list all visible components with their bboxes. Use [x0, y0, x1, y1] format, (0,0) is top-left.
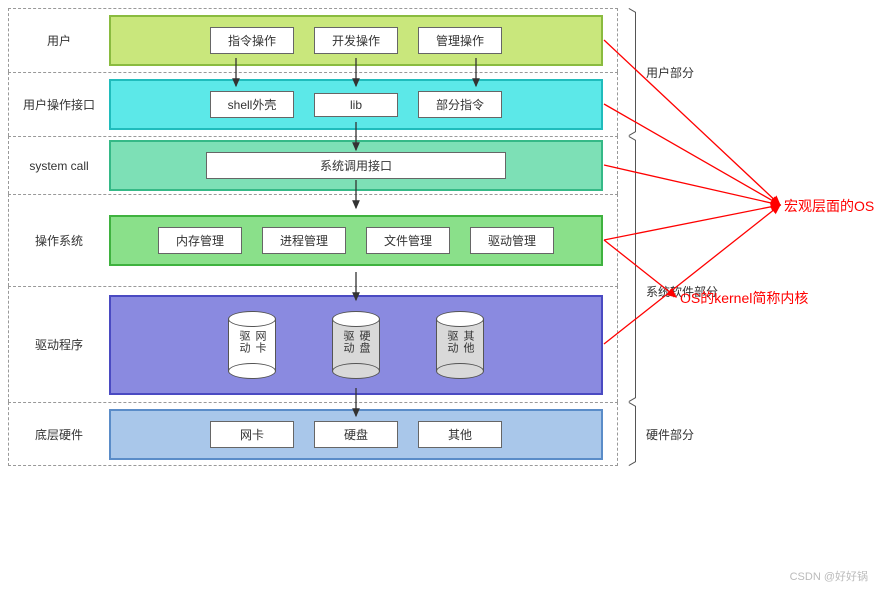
sub-box: 网卡 — [210, 421, 294, 448]
section-label-2: 硬件部分 — [646, 426, 694, 443]
sub-box: 指令操作 — [210, 27, 294, 54]
row-os: 操作系统内存管理进程管理文件管理驱动管理 — [8, 194, 618, 286]
annotation-macro-os: 宏观层面的OS — [784, 196, 874, 216]
row-hw: 底层硬件网卡硬盘其他 — [8, 402, 618, 466]
row-label-hw: 底层硬件 — [9, 426, 109, 443]
layer-box-os: 内存管理进程管理文件管理驱动管理 — [109, 215, 603, 266]
layer-box-syscall: 系统调用接口 — [109, 140, 603, 191]
cylinder-label: 网卡驱动 — [236, 330, 268, 363]
row-user: 用户指令操作开发操作管理操作 — [8, 8, 618, 72]
sub-box: 开发操作 — [314, 27, 398, 54]
row-userif: 用户操作接口 shell外壳 lib 部分指令 — [8, 72, 618, 136]
sub-box: 系统调用接口 — [206, 152, 506, 179]
sub-box: 硬盘 — [314, 421, 398, 448]
sub-box: 文件管理 — [366, 227, 450, 254]
row-label-os: 操作系统 — [9, 232, 109, 249]
row-label-syscall: system call — [9, 159, 109, 173]
cylinder-label: 其他驱动 — [444, 330, 476, 363]
row-syscall: system call 系统调用接口 — [8, 136, 618, 194]
layer-box-user: 指令操作开发操作管理操作 — [109, 15, 603, 66]
sub-box: 管理操作 — [418, 27, 502, 54]
sub-box: 驱动管理 — [470, 227, 554, 254]
layer-box-driver: 网卡驱动 硬盘驱动 其他驱动 — [109, 295, 603, 395]
row-label-userif: 用户操作接口 — [9, 96, 109, 113]
bracket-0 — [628, 12, 636, 132]
sub-box: 进程管理 — [262, 227, 346, 254]
sub-box: shell外壳 — [210, 91, 294, 118]
layer-diagram: 用户指令操作开发操作管理操作用户操作接口shell外壳lib部分指令system… — [8, 8, 618, 466]
section-label-0: 用户部分 — [646, 64, 694, 81]
cylinder-driver-2: 其他驱动 — [436, 311, 484, 379]
layer-box-hw: 网卡硬盘其他 — [109, 409, 603, 460]
cylinder-driver-0: 网卡驱动 — [228, 311, 276, 379]
layer-box-userif: shell外壳 lib 部分指令 — [109, 79, 603, 130]
cylinder-driver-1: 硬盘驱动 — [332, 311, 380, 379]
bracket-2 — [628, 406, 636, 462]
sub-box: 内存管理 — [158, 227, 242, 254]
row-label-user: 用户 — [9, 32, 109, 49]
row-driver: 驱动程序 网卡驱动 硬盘驱动 其他驱动 — [8, 286, 618, 402]
cylinder-label: 硬盘驱动 — [340, 330, 372, 363]
bracket-1 — [628, 140, 636, 398]
sub-box: lib — [314, 93, 398, 117]
watermark: CSDN @好好锅 — [790, 568, 868, 584]
annotation-kernel: OS的kernel简称内核 — [680, 288, 808, 308]
sub-box: 部分指令 — [418, 91, 502, 118]
row-label-driver: 驱动程序 — [9, 336, 109, 353]
sub-box: 其他 — [418, 421, 502, 448]
